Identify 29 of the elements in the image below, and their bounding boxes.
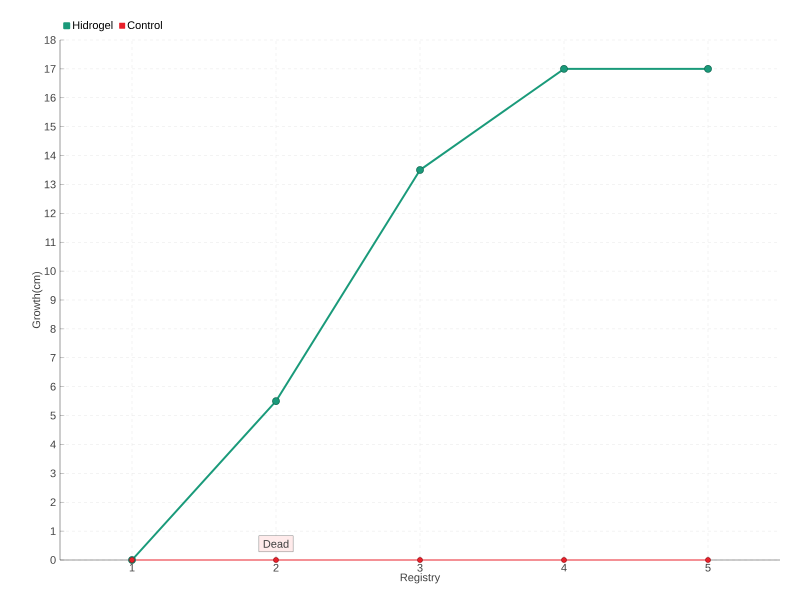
legend-label: Hidrogel [73,20,112,32]
y-tick-label: 15 [44,122,56,131]
y-tick-label: 2 [50,498,56,506]
y-tick-label: 13 [44,180,56,188]
annotation: Dead [264,540,288,548]
x-tick-label: 5 [705,564,711,572]
y-tick-label: 17 [44,65,56,73]
y-tick-label: 0 [50,556,56,564]
y-tick-label: 7 [50,354,56,362]
y-tick-label: 10 [44,267,56,276]
y-tick-label: 12 [44,210,56,218]
y-tick-label: 9 [50,296,56,304]
y-tick-label: 8 [50,325,56,333]
x-tick-label: 1 [130,564,135,572]
x-tick-label: 2 [273,564,279,572]
y-tick-label: 4 [50,440,56,448]
x-tick-label: 3 [417,564,423,572]
y-tick-label: 11 [46,238,56,246]
y-axis-title: Growth(cm) [32,272,42,328]
y-tick-label: 3 [50,469,56,478]
y-tick-label: 16 [44,94,56,102]
legend-label: Control [128,20,162,30]
y-tick-label: 5 [50,412,56,420]
y-tick-label: 14 [44,152,56,160]
x-tick-label: 4 [561,564,567,572]
x-axis-title: Registry [400,573,440,584]
y-tick-label: 6 [50,382,56,391]
y-tick-label: 18 [44,36,56,44]
y-tick-label: 1 [50,527,56,535]
